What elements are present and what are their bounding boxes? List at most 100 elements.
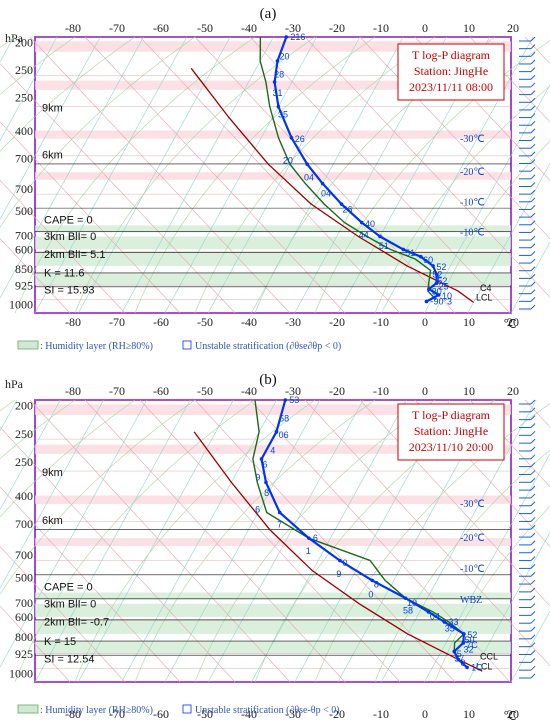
panel-b-wind-barb-flag bbox=[530, 407, 536, 413]
panel-a-wind-label: 51 bbox=[379, 241, 389, 251]
panel-b-adiabat-line bbox=[84, 399, 346, 683]
panel-b-adiabat-line bbox=[304, 399, 550, 667]
panel-a-wind-label: 40 bbox=[365, 219, 375, 229]
panel-a-label: (a) bbox=[260, 6, 277, 22]
panel-a-ytick: 850 bbox=[15, 262, 33, 276]
panel-b-shaded-band bbox=[35, 404, 511, 416]
panel-b-xtick-bottom: 0 bbox=[422, 707, 428, 721]
panel-b-wind-barb-flag bbox=[530, 524, 536, 530]
panel-b-temperature-point bbox=[277, 510, 282, 515]
panel-a-wind-barb-flag bbox=[530, 82, 536, 88]
panel-a-wind-label: 30 bbox=[432, 286, 442, 296]
panel-b-xtick-top: -10 bbox=[373, 384, 389, 398]
panel-b-wind-label: 1C bbox=[471, 662, 483, 672]
panel-b-temperature-point bbox=[452, 649, 457, 654]
panel-a-temperature-point bbox=[284, 35, 289, 39]
panel-a-ytick: 700 bbox=[15, 151, 33, 165]
panel-b-wind-barb-flag bbox=[530, 477, 536, 483]
panel-a-xtick-top: -40 bbox=[241, 21, 257, 35]
panel-a-dewpoint-line bbox=[259, 36, 437, 301]
panel-b-adiabat-line bbox=[524, 399, 550, 428]
panel-b-wind-barb-flag bbox=[530, 430, 536, 436]
panel-a-isotherm-line bbox=[0, 36, 144, 299]
legend-b-unstable-swatch bbox=[182, 704, 192, 714]
panel-b-moist-adiabat bbox=[0, 399, 16, 412]
panel-b-xtick-top: -50 bbox=[197, 384, 213, 398]
panel-b-height-label: 9km bbox=[42, 467, 63, 479]
panel-a-xtick-bottom: 10 bbox=[463, 315, 475, 329]
legend-b: : Humidity layer (RH≥80%) Unstable strat… bbox=[17, 704, 340, 716]
panel-a-isotherm-line bbox=[78, 36, 231, 314]
panel-a-wind-barb-flag bbox=[530, 281, 536, 287]
panel-b-xtick-top: -20 bbox=[329, 384, 345, 398]
panel-a-wind-label: 20 bbox=[280, 52, 290, 62]
panel-b-wind-barb-flag bbox=[530, 501, 536, 507]
panel-a-temperature-point bbox=[289, 135, 294, 140]
panel-b-xtick-bottom: 10 bbox=[463, 707, 475, 721]
panel-b-wind-barb-flag bbox=[530, 493, 536, 499]
panel-a-wind-label: 25 bbox=[439, 282, 449, 292]
panel-b-wind-barb-flag bbox=[530, 540, 536, 546]
legend-b-humidity-swatch bbox=[17, 704, 39, 714]
panel-a-xtick-bottom: 20 bbox=[507, 315, 519, 329]
panel-b-temperature-point bbox=[307, 536, 311, 540]
panel-a-xtick-bottom: -30 bbox=[285, 315, 301, 329]
panel-a-temperature-point bbox=[401, 247, 405, 252]
panel-a-temperature-point bbox=[436, 293, 441, 297]
panel-b-xtick-top: -80 bbox=[65, 384, 81, 398]
panel-a-isotherm-label: -10℃ bbox=[460, 197, 485, 208]
panel-b-ytick: 500 bbox=[15, 571, 33, 585]
panel-b-wind-barb-flag bbox=[530, 626, 536, 632]
panel-a-height-label: 9km bbox=[42, 103, 63, 115]
panel-a-adiabat-line bbox=[469, 36, 550, 123]
panel-b-index-label: CAPE = 0 bbox=[44, 581, 93, 593]
panel-a-shaded-band bbox=[35, 251, 511, 266]
panel-b-wind-barb-flag bbox=[530, 548, 536, 554]
panel-a-isotherm-line bbox=[164, 36, 317, 314]
panel-a-shaded-band bbox=[35, 130, 511, 139]
panel-b-wind-label: 5 bbox=[457, 649, 462, 659]
panel-a-xtick-top: -50 bbox=[197, 21, 213, 35]
panel-b-index-label: 2km BlI= -0.7 bbox=[44, 617, 109, 629]
panel-a-wind-barb-flag bbox=[530, 289, 536, 295]
panel-b-ytick: 400 bbox=[15, 489, 33, 503]
panel-b-temperature-point bbox=[465, 665, 469, 670]
panel-a-wind-barb-flag bbox=[530, 174, 536, 180]
panel-a-isotherm-line bbox=[121, 36, 274, 314]
panel-b-ytick: 200 bbox=[15, 399, 33, 413]
panel-b-wind-label: 50 bbox=[465, 635, 475, 645]
panel-a-wind-barb-flag bbox=[530, 189, 536, 195]
panel-a-height-label: 6km bbox=[42, 149, 63, 161]
panel-b-wind-barb-flag bbox=[530, 423, 536, 428]
panel-b-wind-label: 9 bbox=[336, 569, 341, 579]
panel-b-temperature-point bbox=[274, 430, 279, 434]
panel-b-isotherm-line bbox=[0, 399, 104, 589]
panel-b-temperature-point bbox=[264, 480, 268, 485]
panel-a-wind-barb-flag bbox=[530, 59, 536, 65]
panel-a-wind-barb-flag bbox=[530, 296, 536, 302]
panel-a-xtick-top: -60 bbox=[153, 21, 169, 35]
panel-b-wind-label: 06 bbox=[279, 430, 289, 440]
panel-b-wind-barb-flag bbox=[530, 642, 536, 648]
panel-a-wind-label: 52 bbox=[432, 269, 442, 279]
panel-a-adiabat-line bbox=[249, 36, 511, 314]
panel-b-xtick-bottom: -60 bbox=[153, 707, 169, 721]
panel-a-wind-barb-flag bbox=[530, 274, 536, 279]
panel-b-isotherm-line bbox=[121, 399, 277, 683]
panel-a-isotherm-line bbox=[0, 36, 101, 220]
panel-b-wind-label: 33 bbox=[448, 617, 458, 627]
panel-b-wind-label: 6 bbox=[255, 504, 260, 514]
legend-b-humidity-label: : Humidity layer (RH≥80%) bbox=[40, 705, 153, 716]
panel-b-xtick-bottom: -50 bbox=[197, 707, 213, 721]
panel-b-wind-barb-flag bbox=[530, 603, 536, 608]
panel-a-moist-adiabat bbox=[14, 36, 256, 314]
panel-b-adiabat-line bbox=[0, 545, 126, 683]
panel-b-ytick: 700 bbox=[15, 548, 33, 562]
panel-b-wind-label: 52 bbox=[467, 630, 477, 640]
panel-b-isotherm-line bbox=[34, 399, 191, 683]
panel-a-wind-label: 26 bbox=[295, 134, 305, 144]
panel-b-wind-label: 10 bbox=[407, 598, 417, 608]
panel-a-xtick-bottom: -50 bbox=[197, 315, 213, 329]
panel-b-wind-barb-flag bbox=[530, 673, 536, 679]
panel-a-wind-barb-flag bbox=[530, 97, 536, 103]
